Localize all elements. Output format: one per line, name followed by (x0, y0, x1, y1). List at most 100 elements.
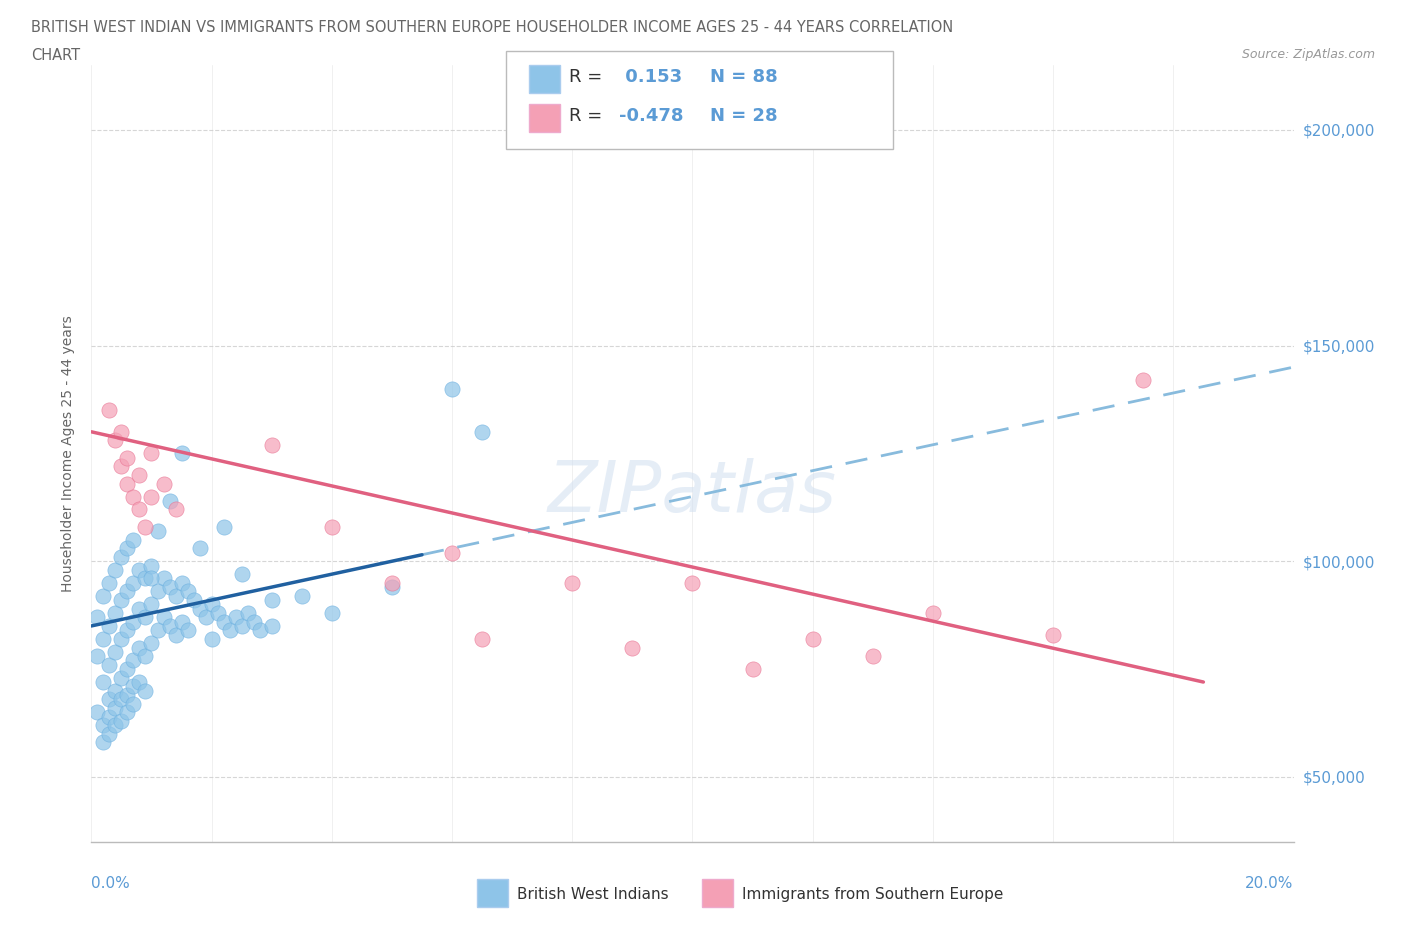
Point (98, 618, 121, 633)
Point (98, 709, 121, 724)
Point (117, 450, 139, 465)
Text: ZIPatlas: ZIPatlas (548, 458, 837, 526)
Point (128, 502, 150, 517)
Point (1132, 373, 1154, 388)
Text: -0.478: -0.478 (619, 107, 683, 126)
Point (104, 433, 127, 448)
Point (194, 610, 217, 625)
Point (122, 489, 145, 504)
Point (117, 541, 139, 556)
Point (1042, 627, 1064, 642)
Point (212, 519, 235, 534)
Point (249, 623, 271, 638)
Point (260, 618, 283, 633)
Point (117, 705, 139, 720)
Point (176, 623, 198, 638)
Point (141, 597, 163, 612)
Point (741, 661, 763, 676)
Point (381, 576, 404, 591)
Point (110, 631, 132, 646)
Point (104, 684, 127, 698)
Point (225, 610, 247, 625)
Point (170, 614, 193, 629)
Point (165, 502, 187, 517)
Text: N = 28: N = 28 (710, 107, 778, 126)
Point (104, 700, 127, 715)
Point (110, 592, 132, 607)
Point (561, 576, 583, 591)
Point (681, 576, 703, 591)
Y-axis label: Householder Income Ages 25 - 44 years: Householder Income Ages 25 - 44 years (62, 315, 76, 591)
Point (134, 610, 156, 625)
Point (170, 446, 193, 461)
Point (801, 631, 824, 646)
Point (134, 684, 156, 698)
Point (188, 602, 211, 617)
Point (165, 589, 187, 604)
Point (141, 636, 163, 651)
Point (110, 671, 132, 685)
Point (93, 631, 115, 646)
Point (122, 653, 145, 668)
Point (141, 558, 163, 573)
Point (117, 687, 139, 702)
Point (110, 458, 132, 473)
Point (165, 627, 187, 642)
Point (86, 649, 108, 664)
Text: British West Indians: British West Indians (517, 887, 669, 902)
Point (122, 532, 145, 547)
Text: R =: R = (569, 107, 603, 126)
Point (122, 576, 145, 591)
Point (176, 584, 198, 599)
Point (134, 571, 156, 586)
Point (922, 605, 945, 620)
Point (93, 718, 115, 733)
Point (104, 718, 127, 733)
Point (122, 614, 145, 629)
Text: 0.0%: 0.0% (91, 876, 131, 891)
Text: CHART: CHART (31, 48, 80, 63)
Point (231, 618, 253, 633)
Point (159, 579, 181, 594)
Point (201, 631, 224, 646)
Point (110, 424, 132, 439)
Point (231, 566, 253, 581)
Text: BRITISH WEST INDIAN VS IMMIGRANTS FROM SOUTHERN EUROPE HOUSEHOLDER INCOME AGES 2: BRITISH WEST INDIAN VS IMMIGRANTS FROM S… (31, 20, 953, 35)
Point (440, 545, 463, 560)
Point (236, 605, 259, 620)
Text: Immigrants from Southern Europe: Immigrants from Southern Europe (742, 887, 1004, 902)
Point (98, 726, 121, 741)
Point (93, 674, 115, 689)
Point (260, 437, 283, 452)
Point (86, 705, 108, 720)
Point (93, 589, 115, 604)
Point (141, 489, 163, 504)
Point (291, 589, 314, 604)
Text: N = 88: N = 88 (710, 68, 778, 86)
Point (110, 692, 132, 707)
Point (134, 519, 156, 534)
Point (207, 605, 229, 620)
Point (104, 644, 127, 659)
Point (321, 605, 343, 620)
Point (152, 571, 174, 586)
Point (242, 614, 264, 629)
Point (104, 605, 127, 620)
Point (128, 602, 150, 617)
Point (98, 658, 121, 672)
Point (93, 735, 115, 750)
Point (212, 614, 235, 629)
Point (621, 640, 644, 655)
Point (117, 623, 139, 638)
Point (104, 563, 127, 578)
Point (134, 649, 156, 664)
Point (440, 381, 463, 396)
Point (381, 579, 404, 594)
Point (122, 679, 145, 694)
Point (321, 519, 343, 534)
Point (201, 597, 224, 612)
Point (152, 476, 174, 491)
Point (260, 592, 283, 607)
Point (86, 610, 108, 625)
Text: 0.153: 0.153 (619, 68, 682, 86)
